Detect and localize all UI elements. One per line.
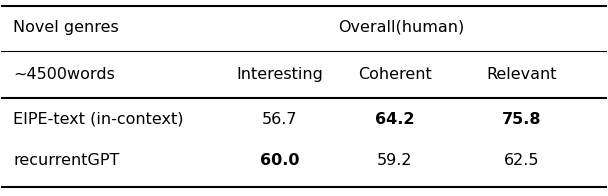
- Text: EIPE-text (in-context): EIPE-text (in-context): [13, 112, 184, 127]
- Text: recurrentGPT: recurrentGPT: [13, 153, 120, 168]
- Text: Interesting: Interesting: [237, 67, 323, 82]
- Text: 75.8: 75.8: [502, 112, 542, 127]
- Text: Coherent: Coherent: [358, 67, 432, 82]
- Text: Relevant: Relevant: [486, 67, 557, 82]
- Text: 59.2: 59.2: [377, 153, 413, 168]
- Text: 56.7: 56.7: [262, 112, 297, 127]
- Text: 64.2: 64.2: [375, 112, 415, 127]
- Text: Novel genres: Novel genres: [13, 20, 119, 35]
- Text: 62.5: 62.5: [504, 153, 540, 168]
- Text: 60.0: 60.0: [260, 153, 300, 168]
- Text: ~4500words: ~4500words: [13, 67, 116, 82]
- Text: Overall(human): Overall(human): [337, 20, 464, 35]
